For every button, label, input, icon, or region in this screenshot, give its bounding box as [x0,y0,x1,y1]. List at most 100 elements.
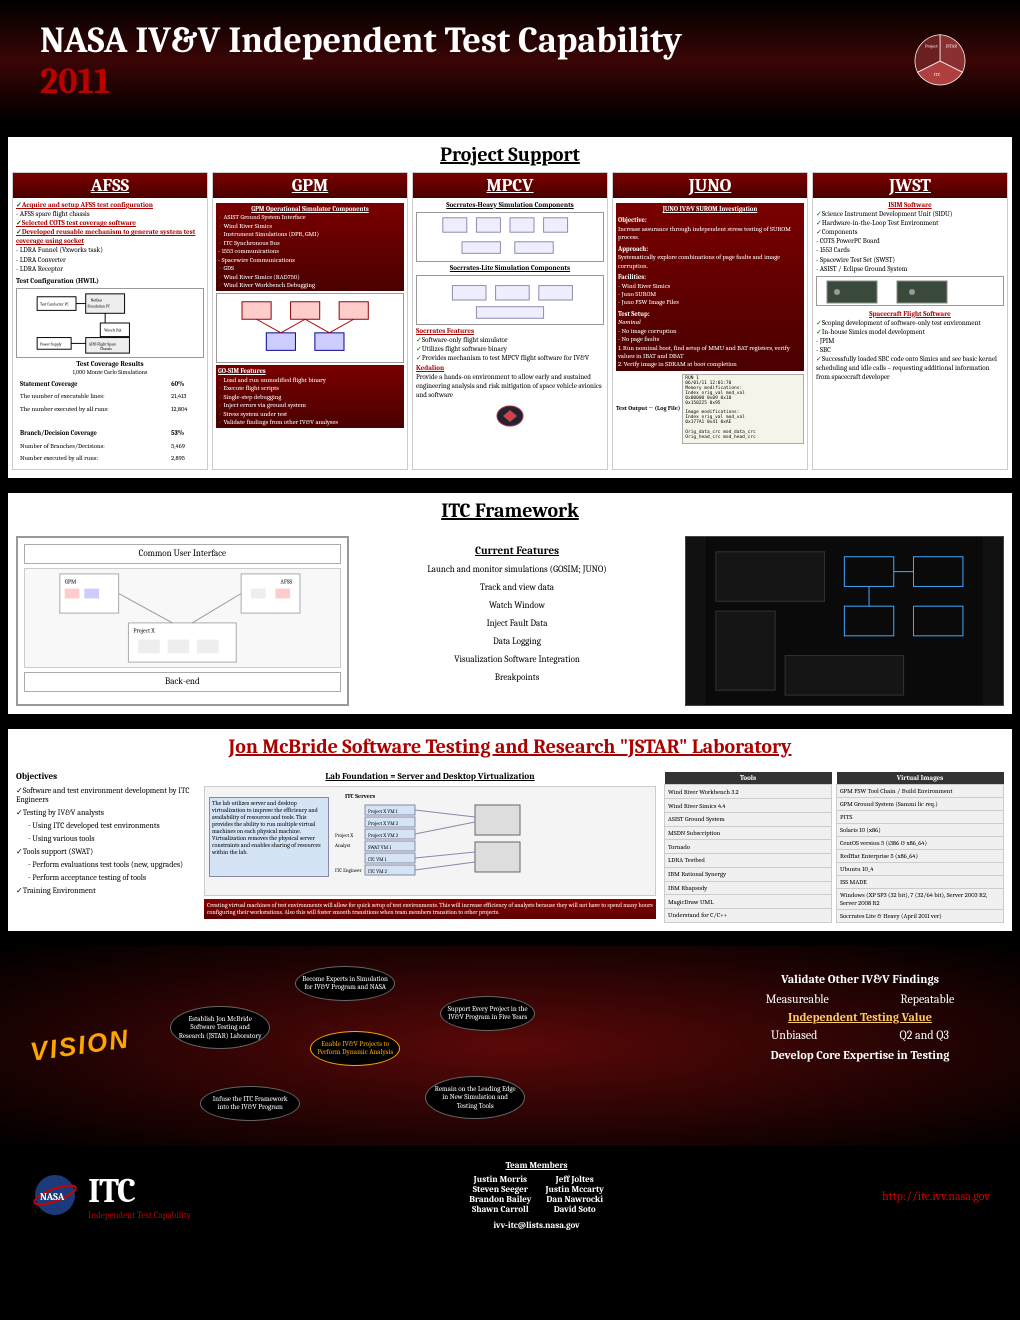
ji5: - Spacewire Test Set (SWST) [816,256,1004,265]
gs1: Execute flight scripts [218,384,402,392]
afss-column: AFSS Acquire and setup AFSS test configu… [12,172,208,470]
jwst-isim-t: ISIM Software [816,201,1004,210]
vr-c1a: Measureable [766,992,829,1006]
mpcv-head: MPCV [413,173,607,198]
mpcv-dia2 [416,275,604,325]
mf2: Provides mechanism to test MPCV flight s… [416,354,604,363]
footer-url[interactable]: http://itc.ivv.nasa.gov [882,1189,990,1203]
c60: Number executed by all runs: [18,453,167,463]
gpm-title: GPM Operational Simulator Components [218,205,402,213]
vision-label: VISION [28,1023,131,1068]
c50: Number of Branches/Decisions: [18,441,167,451]
image-cell: ISS MADE [837,875,1004,888]
c01: 60% [169,379,202,389]
itc-screenshot [685,536,1004,706]
juno-column: JUNO JUNO IV&V SUROM Investigation Objec… [612,172,808,470]
tool-cell: Wind River Simics 4.4 [665,799,832,813]
jstar-obj-item: - Using various tools [16,834,196,843]
footer-itc: ITC [88,1171,191,1211]
svg-text:Simulation PC: Simulation PC [88,304,110,308]
jstar-obj-item: ✓Tools support (SWAT) [16,847,196,856]
afss-head: AFSS [13,173,207,198]
team-member: Justin Morris [469,1175,531,1185]
mpcv-ft: Socrrates Features [416,327,604,336]
gs2: Single-step debugging [218,393,402,401]
jstar-mid-title: Lab Foundation = Server and Desktop Virt… [204,772,656,782]
jstar-note: Creating virtual machines of test enviro… [204,899,656,919]
ji6: - ASIST / Eclipse Ground System [816,265,1004,274]
c41: 53% [169,428,202,438]
svg-text:Project X: Project X [133,628,155,634]
jstar-obj-item: ✓Software and test environment developme… [16,786,196,804]
jout: Test Output → (Log File) [616,405,680,413]
c10: The number of executable lines: [18,391,167,401]
juno-title: JUNO IV&V SUROM Investigation [618,205,802,213]
vr-c2a: Unbiased [771,1028,817,1042]
svg-text:Chassis: Chassis [100,347,112,351]
bubble-2: Become Experts in Simulation for IV&V Pr… [295,966,395,1001]
main-title: NASA IV&V Independent Test Capability [40,20,682,61]
jo: Increase assurance through independent s… [618,225,802,242]
jstar-title: Jon McBride Software Testing and Researc… [8,729,1012,764]
jstar-foundation: Lab Foundation = Server and Desktop Virt… [204,772,656,923]
svg-text:Test Conductor PC: Test Conductor PC [40,302,69,306]
images-h: Virtual Images [837,772,1004,785]
vision-bubbles: Establish Jon McBride Software Testing a… [150,966,710,1126]
jstar-obj-item: - Perform evaluations test tools (new, u… [16,860,196,869]
svg-text:NASA: NASA [40,1191,65,1203]
c21: 12,804 [169,404,202,414]
gpm-column: GPM GPM Operational Simulator Components… [212,172,408,470]
afss-i2: Selected COTS test coverage software [16,219,204,228]
g0: ASIST Ground System Interface [218,213,402,221]
tools-h: Tools [665,772,832,785]
juno-log: RUN 106/01/11 12:01:70Memory modificatio… [682,374,804,444]
jstar-section: Jon McBride Software Testing and Researc… [8,729,1012,931]
poster: NASA IV&V Independent Test Capability 20… [0,0,1020,1246]
ji0: Science Instrument Development Unit (SID… [816,210,1004,219]
tool-cell: ASIST Ground System [665,812,832,826]
c61: 2,895 [169,453,202,463]
mpcv-kt: Kedalion [416,364,604,373]
afss-i4: - LDRA Funnel (Vxworks task) [16,246,204,255]
js3: - SBC [816,346,1004,355]
svg-text:Project X: Project X [335,833,353,839]
vr-link: Independent Testing Value [730,1010,990,1024]
vision-section: VISION Establish Jon McBride Software Te… [0,946,1020,1146]
c11: 21,413 [169,391,202,401]
jstar-obj-title: Objectives [16,772,196,782]
ji1: Hardware-in-the-Loop Test Environment [816,219,1004,228]
tool-cell: Understand for C/C++ [665,908,832,922]
bubble-5: Remain on the Leading Edge in New Simula… [425,1076,525,1119]
footer-email: ivv-itc@lists.nasa.gov [469,1221,604,1231]
svg-text:SWAT VM 1: SWAT VM 1 [368,844,391,851]
jstar-virt-diagram: The lab utilizes server and desktop virt… [204,786,656,896]
if3: Inject Fault Data [359,619,676,629]
bubble-3: Support Every Project in the IV&V Progra… [440,996,535,1031]
g4: - 1553 communications [218,247,402,255]
image-cell: Windows (XP SP3 (32 bit), 7 (32/64 bit),… [837,888,1004,909]
itc-feat-title: Current Features [359,544,676,557]
js0: Scoping development of software-only tes… [816,319,1004,328]
g8: Wind River Workbench Debugging [218,281,402,289]
jf1: - Juno SUROM [618,290,802,298]
nasa-meatball-icon: NASA [30,1173,80,1218]
image-cell: Socrrates Lite & Heavy (April 2011 ver) [837,909,1004,922]
g3: ITC Synchronous Bus [218,239,402,247]
project-support-section: Project Support AFSS Acquire and setup A… [8,137,1012,478]
jf0: - Wind River Simics [618,282,802,290]
tool-cell: LDRA Testbed [665,854,832,868]
itc-backend: Back-end [24,672,341,692]
c00: Statement Coverage [18,379,167,389]
js2: - JPIM [816,337,1004,346]
js4: Successfully loaded SBC code onto Simics… [816,355,1004,382]
jf2: - Juno FSW Image Files [618,298,802,306]
tool-cell: IBM Rational Synergy [665,867,832,881]
if0: Launch and monitor simulations (GOSIM; J… [359,565,676,575]
afss-i0: Acquire and setup AFSS test configuratio… [16,201,204,210]
svg-text:Wavelt Pak: Wavelt Pak [104,329,122,333]
tool-cell: IBM Rhapsody [665,881,832,895]
svg-text:Power Supply: Power Supply [40,342,62,346]
bubble-1: Establish Jon McBride Software Testing a… [170,1006,270,1049]
vr-c2b: Q2 and Q3 [900,1028,949,1042]
image-cell: GPM FSW Tool Chain / Build Environment [837,784,1004,797]
